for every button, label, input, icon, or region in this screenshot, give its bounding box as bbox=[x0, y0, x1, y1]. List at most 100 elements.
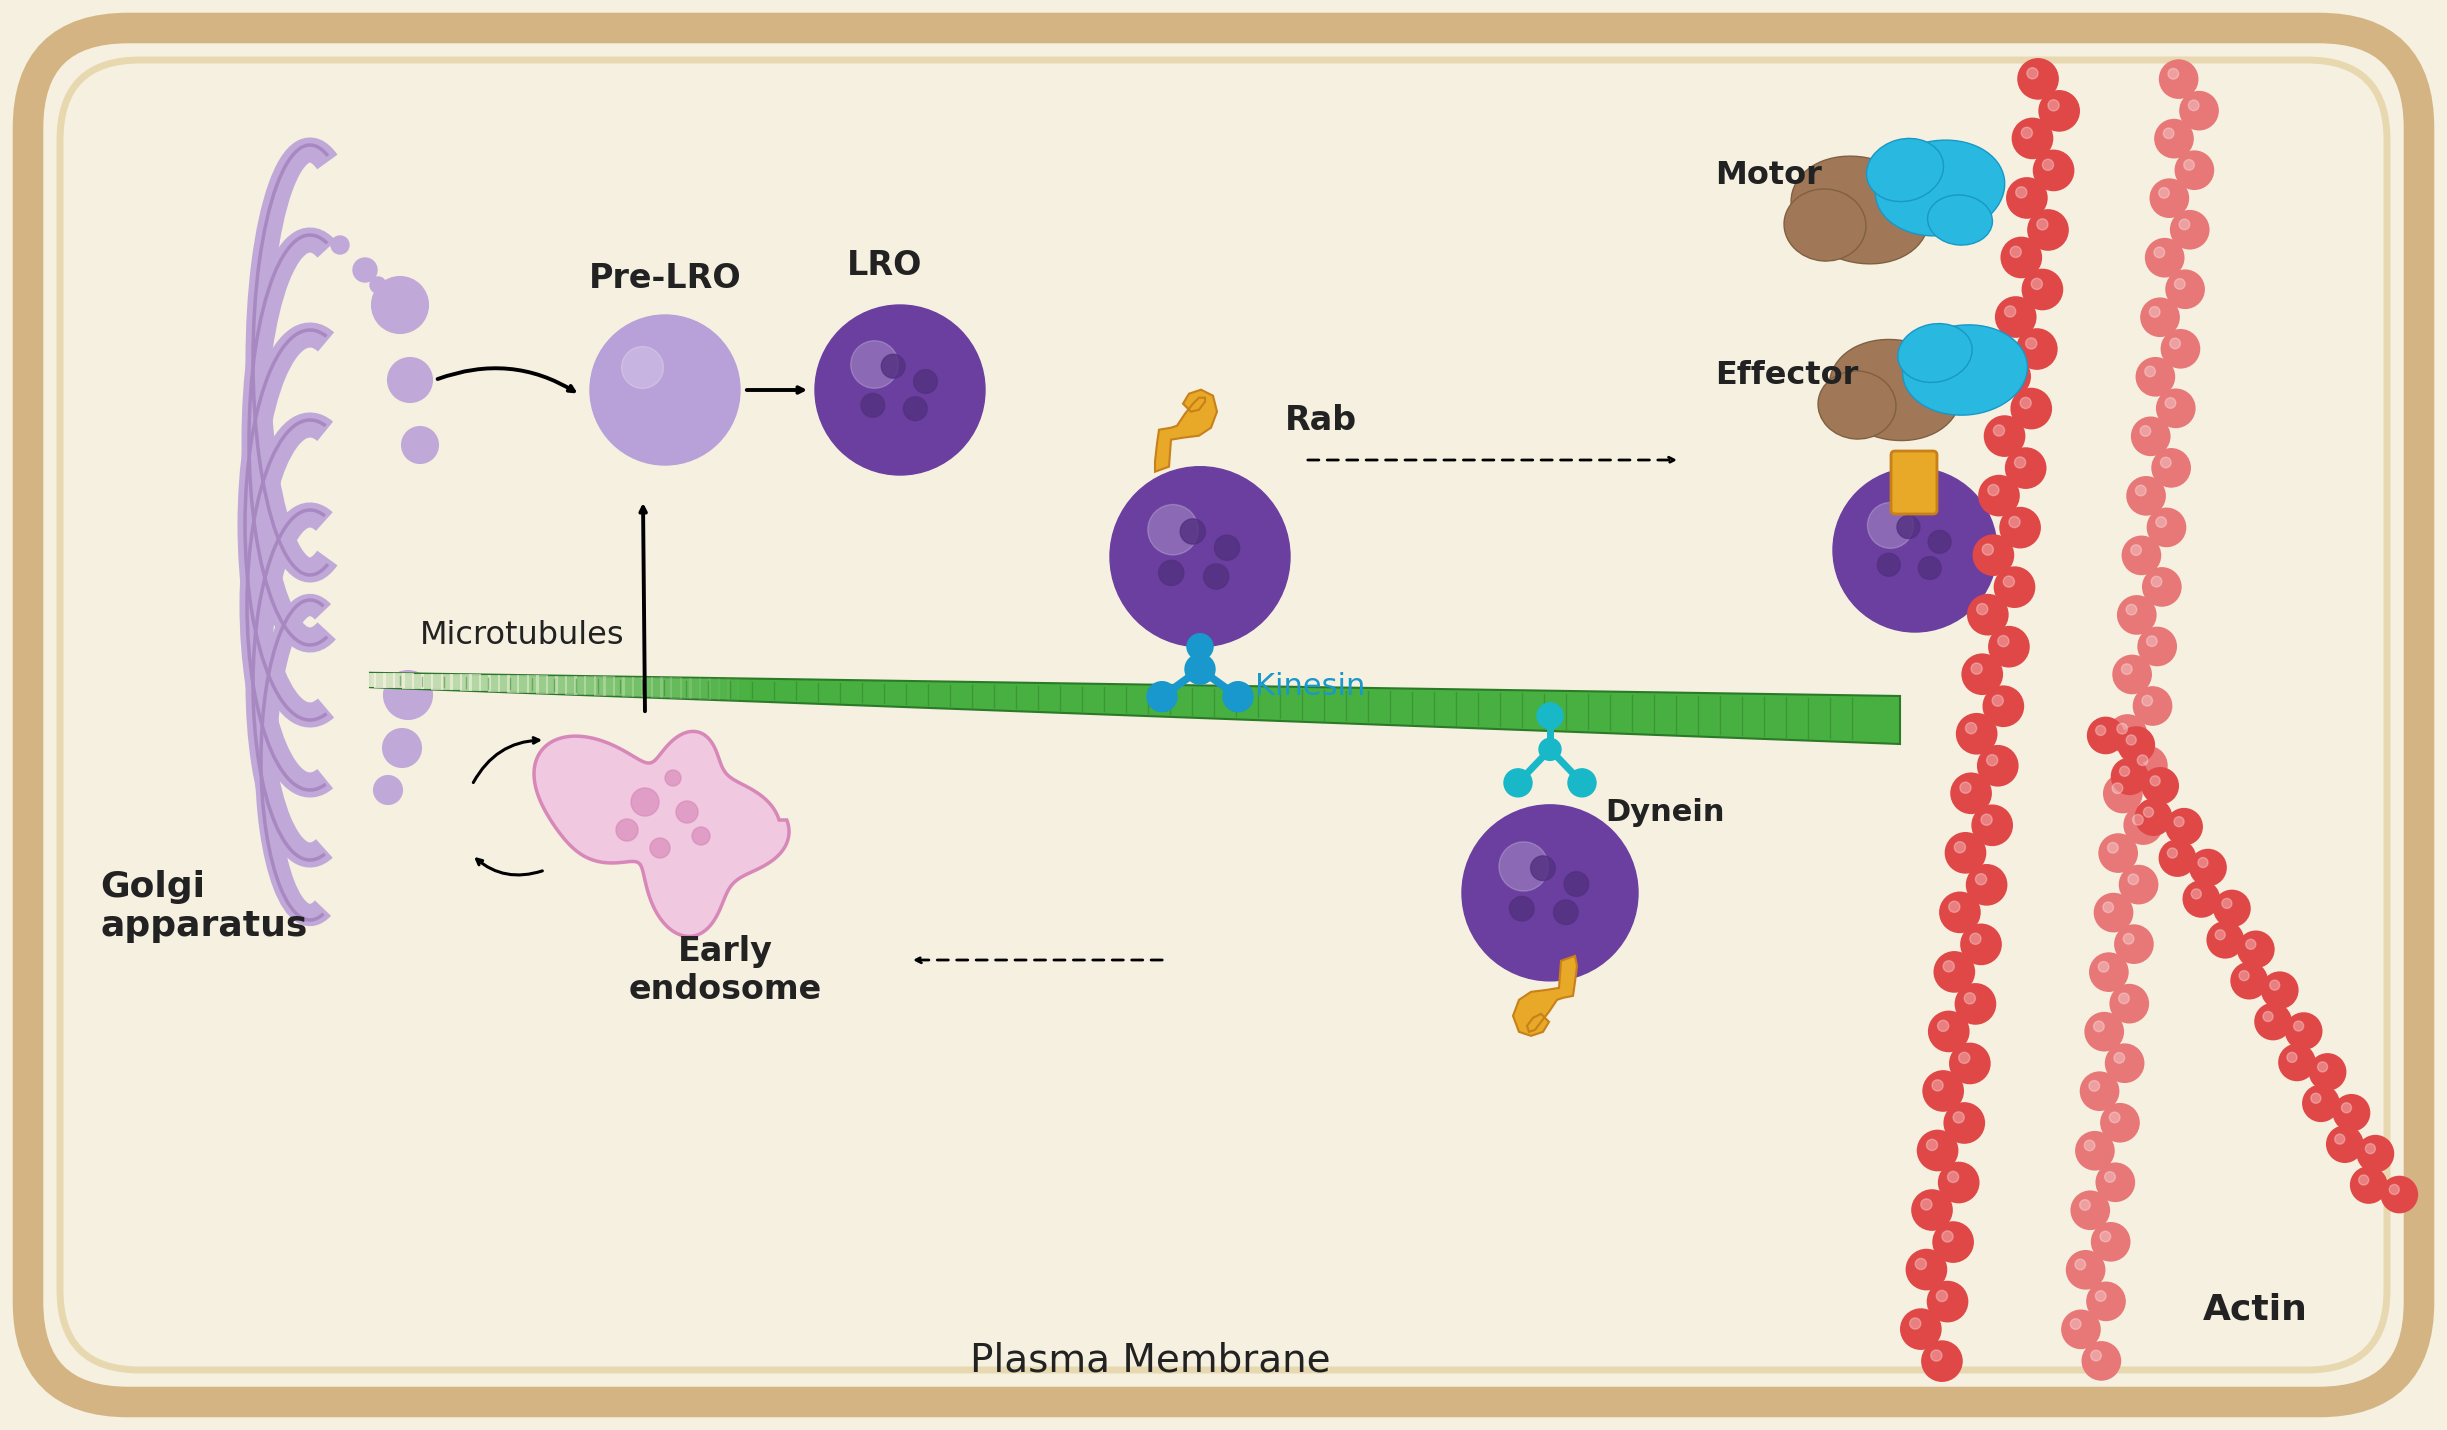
Circle shape bbox=[2104, 775, 2141, 812]
Circle shape bbox=[1569, 769, 1595, 797]
Circle shape bbox=[1994, 425, 2004, 436]
Text: Motor: Motor bbox=[1715, 160, 1823, 190]
Circle shape bbox=[2100, 834, 2136, 872]
Circle shape bbox=[2011, 119, 2053, 159]
Circle shape bbox=[1532, 857, 1556, 881]
Circle shape bbox=[2356, 1135, 2393, 1171]
FancyBboxPatch shape bbox=[536, 675, 548, 694]
Circle shape bbox=[1554, 899, 1578, 925]
Circle shape bbox=[2139, 628, 2175, 665]
Circle shape bbox=[2317, 1062, 2327, 1072]
Circle shape bbox=[2126, 735, 2136, 745]
Circle shape bbox=[2070, 1191, 2109, 1230]
Circle shape bbox=[2021, 398, 2031, 409]
Circle shape bbox=[2112, 758, 2148, 794]
FancyBboxPatch shape bbox=[1892, 450, 1938, 513]
Circle shape bbox=[2026, 67, 2038, 79]
Circle shape bbox=[1157, 561, 1184, 585]
Circle shape bbox=[1184, 654, 1216, 684]
Circle shape bbox=[2151, 576, 2161, 586]
Text: Dynein: Dynein bbox=[1605, 798, 1725, 828]
Circle shape bbox=[2014, 458, 2026, 468]
Ellipse shape bbox=[1867, 139, 1943, 202]
Circle shape bbox=[2068, 1251, 2104, 1288]
Circle shape bbox=[2188, 100, 2200, 110]
Circle shape bbox=[1970, 934, 1982, 944]
Circle shape bbox=[2134, 815, 2144, 825]
Circle shape bbox=[2197, 858, 2207, 868]
Circle shape bbox=[2175, 279, 2185, 289]
Circle shape bbox=[1987, 485, 1999, 496]
Circle shape bbox=[2095, 725, 2107, 735]
FancyBboxPatch shape bbox=[661, 678, 673, 698]
Circle shape bbox=[2119, 766, 2129, 776]
Circle shape bbox=[2033, 150, 2073, 190]
FancyBboxPatch shape bbox=[602, 676, 614, 696]
Circle shape bbox=[2082, 1341, 2122, 1380]
Circle shape bbox=[2232, 962, 2268, 998]
Circle shape bbox=[2183, 881, 2219, 917]
Circle shape bbox=[2166, 398, 2175, 409]
Circle shape bbox=[1510, 897, 1534, 921]
Circle shape bbox=[2129, 874, 2139, 885]
Circle shape bbox=[1982, 543, 1994, 555]
FancyBboxPatch shape bbox=[690, 678, 702, 699]
Circle shape bbox=[1179, 519, 1206, 543]
Circle shape bbox=[1537, 704, 1564, 729]
Circle shape bbox=[1187, 633, 1214, 659]
FancyBboxPatch shape bbox=[707, 678, 719, 699]
Circle shape bbox=[2080, 1200, 2090, 1210]
FancyBboxPatch shape bbox=[585, 676, 597, 695]
Ellipse shape bbox=[1899, 323, 1972, 382]
Circle shape bbox=[1977, 603, 1987, 615]
Circle shape bbox=[2136, 799, 2170, 835]
Circle shape bbox=[1950, 774, 1992, 814]
Circle shape bbox=[1982, 814, 1992, 825]
Circle shape bbox=[2131, 545, 2141, 555]
Circle shape bbox=[2285, 1012, 2322, 1050]
Circle shape bbox=[1921, 1198, 1933, 1210]
Text: Kinesin: Kinesin bbox=[1255, 672, 1365, 701]
Circle shape bbox=[693, 827, 710, 845]
Circle shape bbox=[1948, 1171, 1958, 1183]
Circle shape bbox=[1999, 365, 2009, 376]
Circle shape bbox=[374, 776, 401, 804]
Text: Early
endosome: Early endosome bbox=[629, 935, 822, 1007]
Circle shape bbox=[1923, 1071, 1962, 1111]
Circle shape bbox=[2007, 177, 2046, 217]
Circle shape bbox=[1960, 924, 2002, 964]
Circle shape bbox=[2148, 306, 2161, 317]
FancyBboxPatch shape bbox=[641, 676, 653, 698]
Circle shape bbox=[2158, 187, 2170, 199]
Circle shape bbox=[1972, 805, 2011, 845]
FancyBboxPatch shape bbox=[460, 675, 472, 691]
Circle shape bbox=[1918, 556, 1940, 579]
Circle shape bbox=[2090, 1350, 2102, 1361]
Ellipse shape bbox=[1791, 156, 1928, 265]
FancyBboxPatch shape bbox=[612, 676, 624, 696]
FancyBboxPatch shape bbox=[27, 29, 2420, 1401]
Circle shape bbox=[881, 355, 905, 378]
Circle shape bbox=[2129, 746, 2168, 785]
Circle shape bbox=[2063, 1310, 2100, 1348]
Circle shape bbox=[2146, 636, 2158, 646]
Circle shape bbox=[2366, 1144, 2376, 1154]
Circle shape bbox=[1977, 746, 2019, 785]
Circle shape bbox=[2109, 715, 2146, 754]
Circle shape bbox=[2087, 1283, 2124, 1320]
Circle shape bbox=[1967, 865, 2007, 905]
FancyBboxPatch shape bbox=[392, 674, 404, 688]
Circle shape bbox=[2090, 1081, 2100, 1091]
Circle shape bbox=[2156, 389, 2195, 428]
Text: Microtubules: Microtubules bbox=[421, 621, 624, 651]
Circle shape bbox=[2087, 718, 2124, 754]
Circle shape bbox=[2156, 120, 2193, 157]
Circle shape bbox=[1938, 1163, 1980, 1203]
Circle shape bbox=[2119, 865, 2158, 904]
Circle shape bbox=[2007, 448, 2046, 488]
Circle shape bbox=[2048, 100, 2060, 112]
Circle shape bbox=[2104, 1171, 2114, 1183]
Circle shape bbox=[1972, 535, 2014, 575]
Circle shape bbox=[2342, 1103, 2352, 1113]
Circle shape bbox=[1970, 664, 1982, 674]
